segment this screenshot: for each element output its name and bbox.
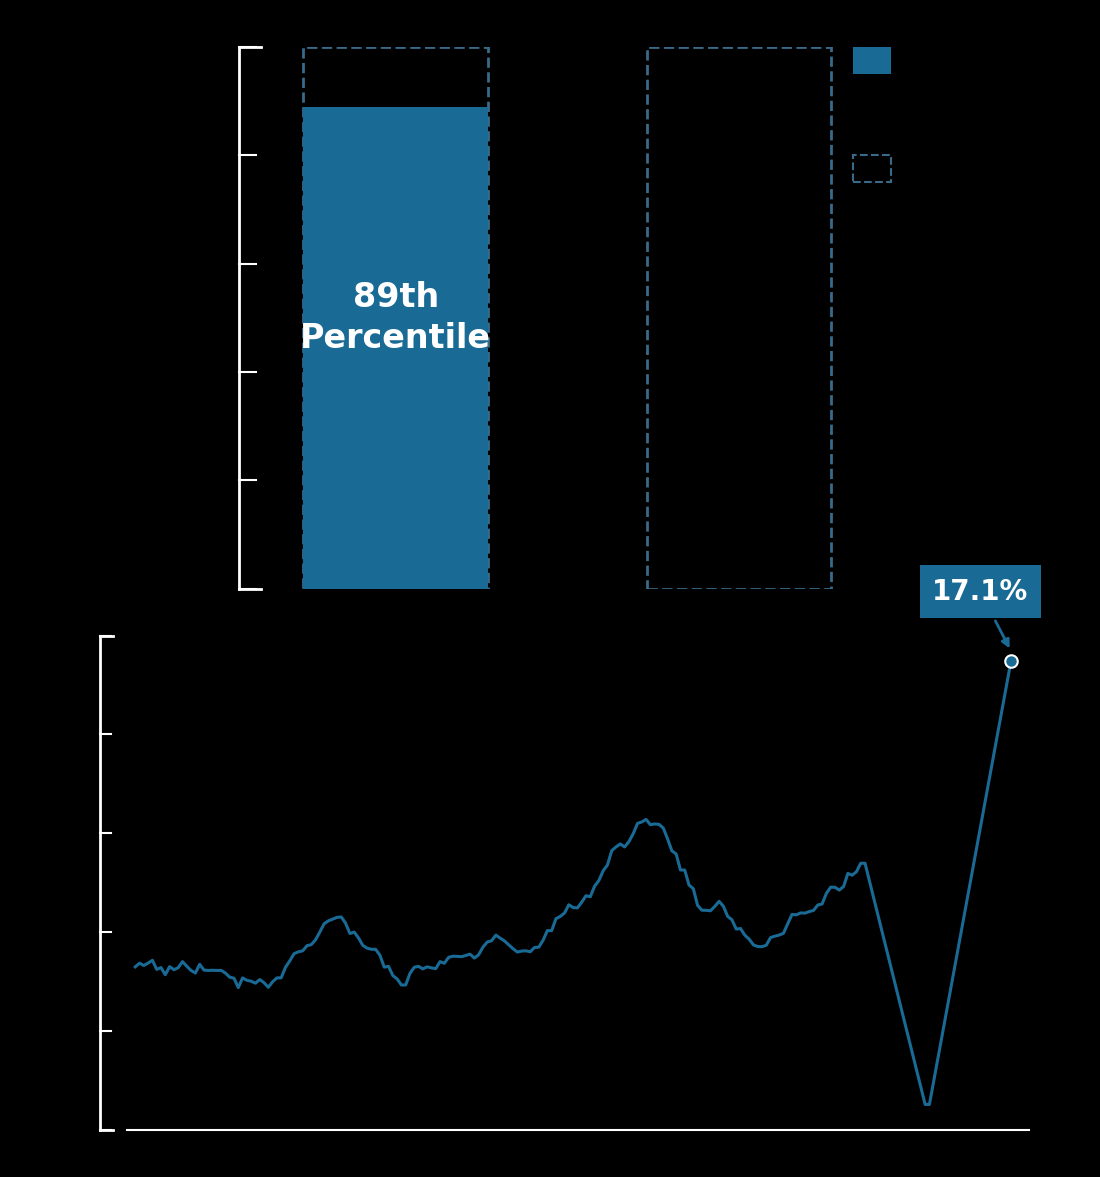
Bar — [852, 155, 891, 182]
Text: 17.1%: 17.1% — [932, 578, 1028, 646]
Bar — [647, 47, 832, 589]
Text: 89th
Percentile: 89th Percentile — [300, 281, 492, 354]
Bar — [852, 47, 891, 74]
Bar — [304, 107, 488, 588]
Bar — [304, 47, 488, 589]
